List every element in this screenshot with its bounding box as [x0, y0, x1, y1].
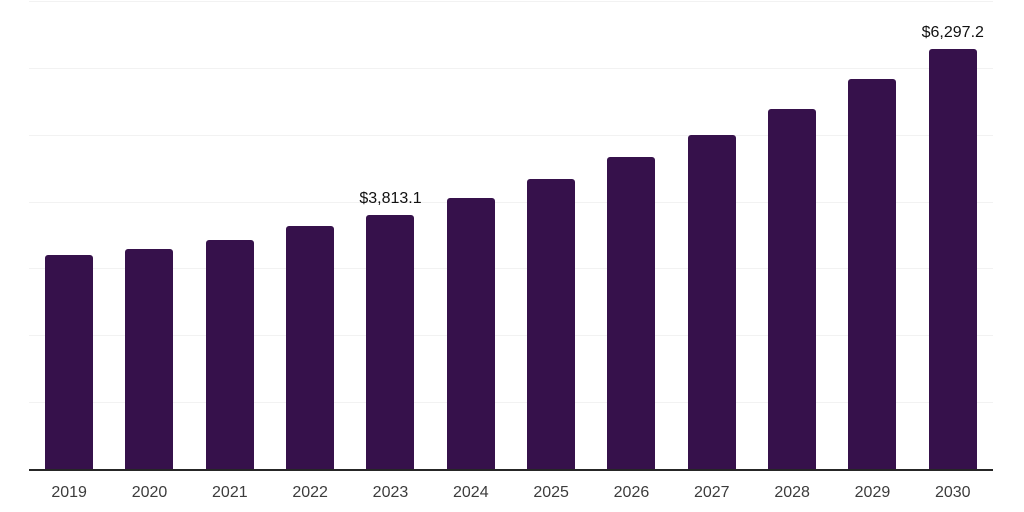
bar-2027 [687, 134, 736, 470]
bar-2022 [286, 226, 335, 470]
bar-slot-2022 [270, 2, 350, 470]
x-tick-label-2030: 2030 [934, 484, 971, 501]
bar-series: $3,813.1 $6,297.2 [29, 2, 993, 470]
x-axis-labels: 2019 2020 2021 2022 2023 2024 2025 2026 2027 2028… [29, 485, 993, 501]
x-tick-label-2025: 2025 [533, 484, 569, 501]
bar-2029 [848, 78, 897, 470]
grid-line-5000 [29, 134, 993, 136]
bar-2019 [45, 255, 94, 470]
grid-line-6000 [29, 67, 993, 69]
bar-slot-2030: $6,297.2 [913, 2, 993, 470]
bar-2023 [366, 215, 415, 470]
x-tick-label-2020: 2020 [131, 484, 168, 501]
x-tick-label-2029: 2029 [854, 484, 891, 501]
grid-line-2000 [29, 335, 993, 337]
bar-2026 [607, 157, 656, 470]
x-tick-label-2026: 2026 [613, 484, 650, 501]
bar-2020 [125, 248, 174, 470]
bar-2025 [527, 178, 576, 470]
x-tick-label-2028: 2028 [774, 484, 810, 501]
bar-slot-2025 [511, 2, 591, 470]
plot-area: $3,813.1 $6,297.2 [29, 1, 993, 470]
bar-slot-2024 [431, 2, 511, 470]
x-tick-label-2019: 2019 [51, 484, 87, 501]
bar-value-label-2030: $6,297.2 [921, 24, 984, 41]
grid-line-1000 [29, 402, 993, 404]
bar-slot-2021 [190, 2, 270, 470]
x-tick-label-2021: 2021 [212, 484, 248, 501]
bar-slot-2019 [29, 2, 109, 470]
bar-slot-2028 [752, 2, 832, 470]
x-axis-line [29, 469, 993, 471]
x-tick-label-2024: 2024 [453, 484, 489, 501]
grid-line-4000 [29, 201, 993, 203]
bar-slot-2026 [591, 2, 671, 470]
bar-slot-2027 [672, 2, 752, 470]
bar-value-label-2023: $3,813.1 [359, 190, 422, 208]
bar-2028 [768, 108, 817, 470]
bar-2024 [446, 197, 495, 470]
x-tick-label-2027: 2027 [693, 484, 730, 501]
bar-slot-2029 [832, 2, 912, 470]
bar-slot-2020 [109, 2, 189, 470]
x-tick-label-2022: 2022 [292, 484, 328, 501]
grid-line-7000 [29, 1, 993, 2]
bar-2021 [205, 239, 254, 470]
grid-line-3000 [29, 268, 993, 270]
bar-2030 [928, 49, 977, 470]
bar-slot-2023: $3,813.1 [350, 2, 430, 470]
x-tick-label-2023: 2023 [372, 484, 409, 501]
